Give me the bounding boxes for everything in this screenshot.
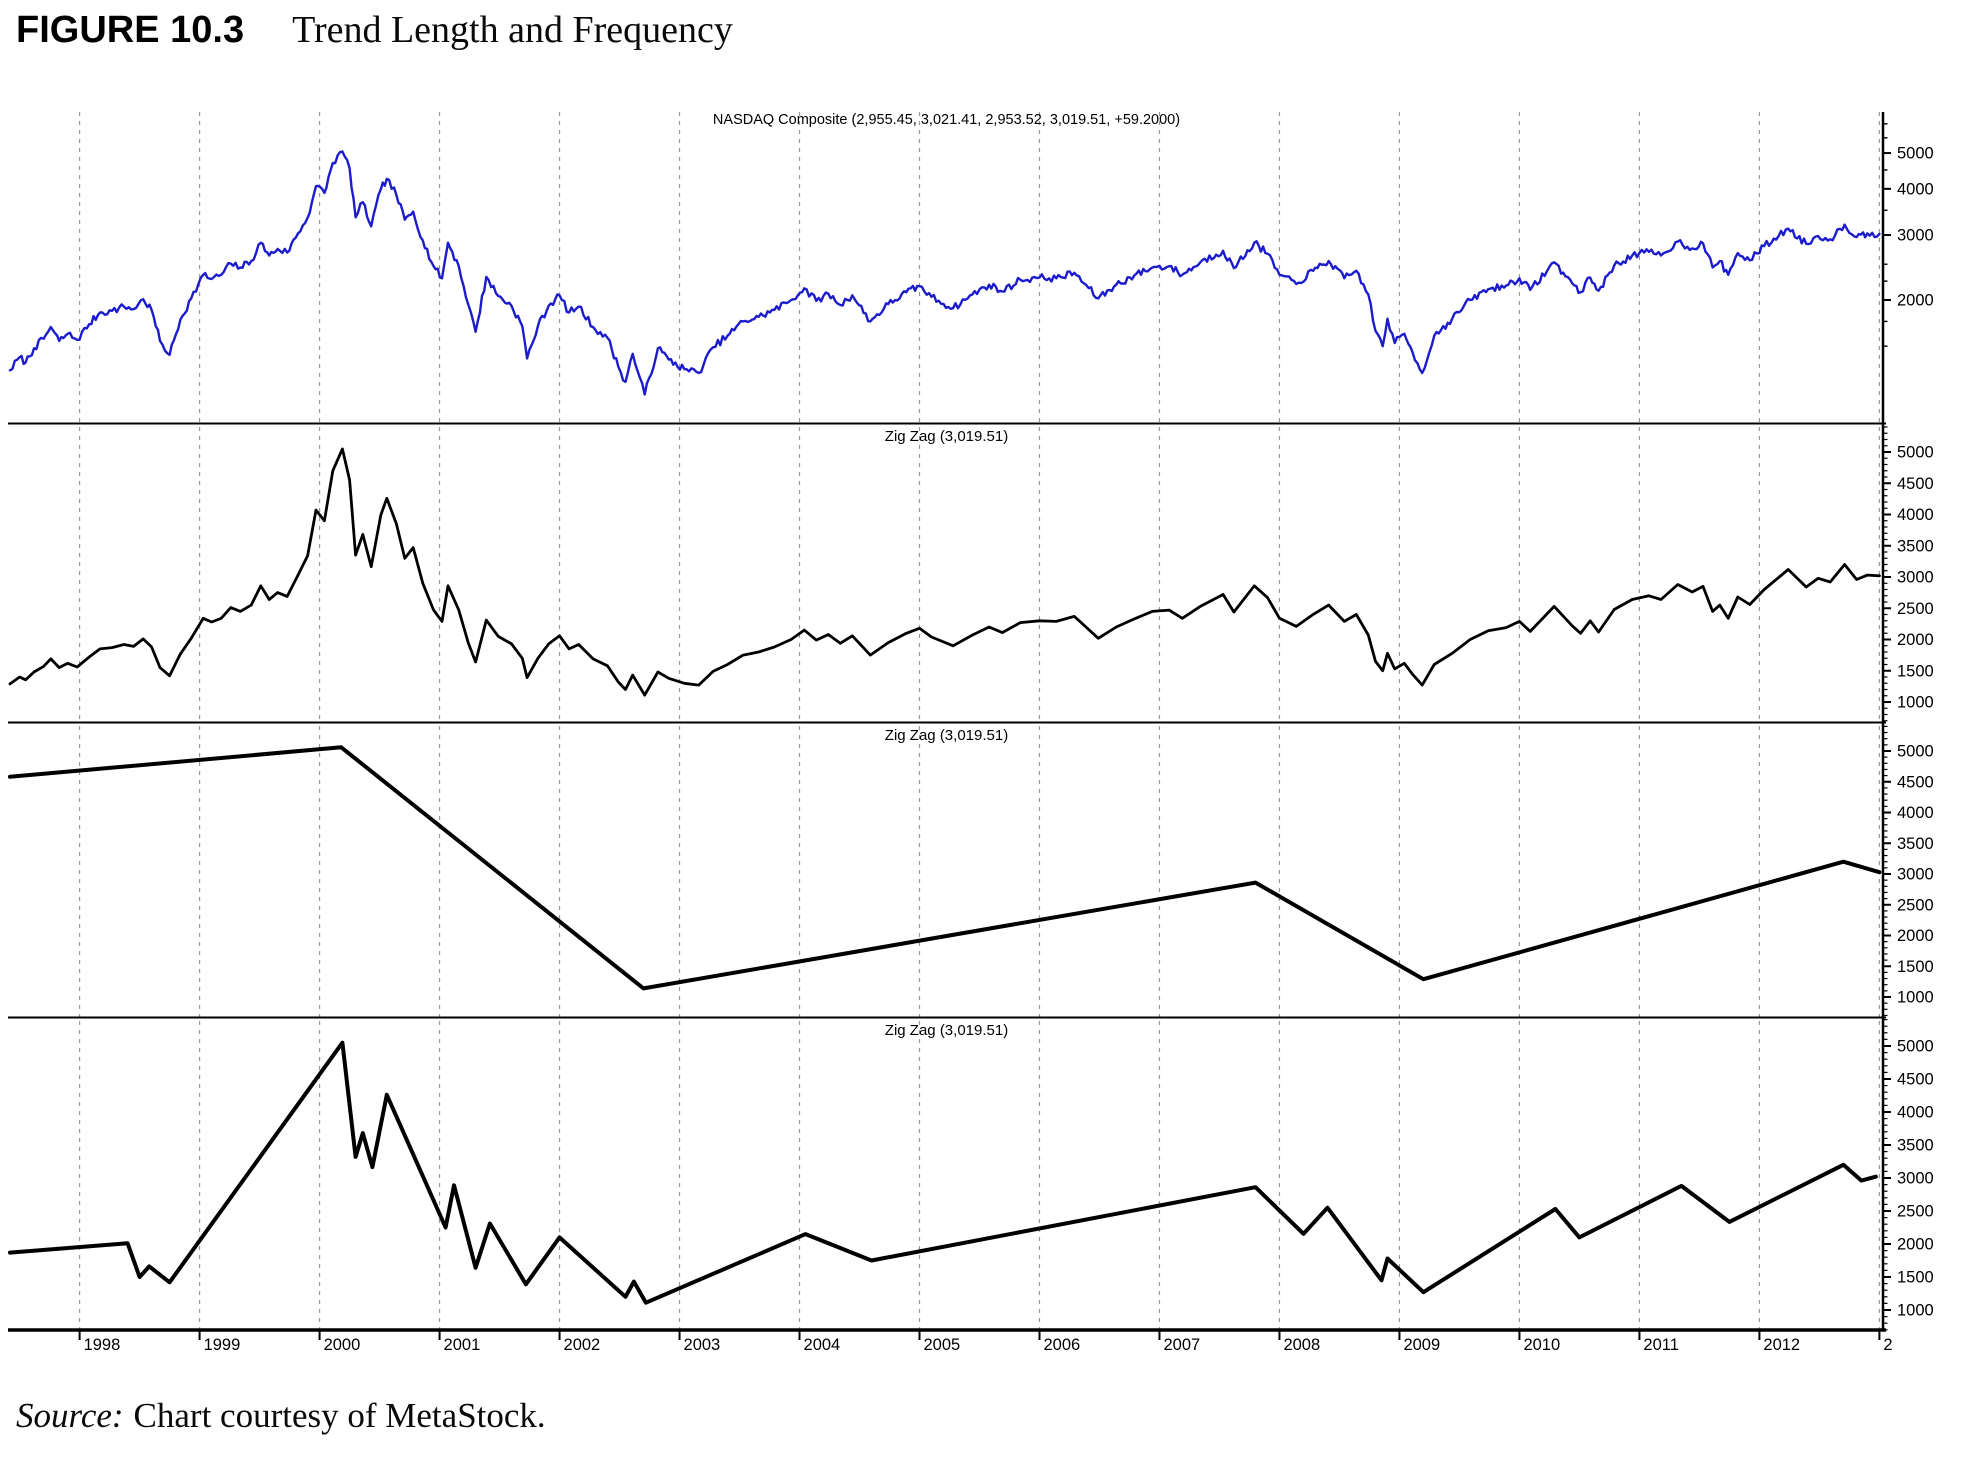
source-caption: Source: Chart courtesy of MetaStock. [16,1396,546,1436]
y-tick-label: 2500 [1897,1202,1934,1220]
panel-nasdaq-composite: 2000 3000 4000 5000 NASDAQ Composite (2,955.… [8,112,1934,423]
x-tick-label: 2 [1883,1336,1892,1354]
figure-title: Trend Length and Frequency [292,9,733,51]
series-line [8,1040,1878,1305]
x-tick-label: 2007 [1163,1336,1200,1354]
panel-title: Zig Zag (3,019.51) [885,428,1008,445]
y-tick-label: 1500 [1897,1269,1934,1287]
panel-title: NASDAQ Composite (2,955.45, 3,021.41, 2,… [713,112,1180,128]
source-text: Chart courtesy of MetaStock. [133,1396,546,1435]
y-axis-ticks: 1000 1500 2000 2500 3000 3500 4000 4500 5000 [1883,1018,1934,1331]
x-tick-label: 2009 [1403,1336,1440,1354]
x-tick-label: 2003 [684,1336,721,1354]
panel-zigzag-1: 1000 1500 2000 2500 3000 3500 4000 4500 5000 Zig … [8,426,1934,722]
panel-zigzag-2: 1000 1500 2000 2500 3000 3500 4000 4500 5000 Zig … [8,725,1934,1017]
y-axis-ticks: 1000 1500 2000 2500 3000 3500 4000 4500 5000 [1883,426,1934,722]
y-tick-label: 4000 [1897,804,1934,822]
y-tick-label: 5000 [1897,1037,1934,1055]
x-tick-label: 2004 [804,1336,841,1354]
y-tick-label: 1000 [1897,989,1934,1007]
y-tick-label: 3000 [1897,569,1934,587]
x-tick-label: 2011 [1643,1336,1678,1354]
y-tick-label: 3000 [1897,866,1934,884]
year-gridlines [78,726,1881,1017]
panel-separators [8,422,1886,1019]
y-tick-label: 3500 [1897,835,1934,853]
source-prefix: Source: [16,1396,124,1435]
y-tick-label: 5000 [1897,444,1934,462]
y-tick-label: 4500 [1897,773,1934,791]
y-tick-label: 2000 [1897,631,1934,649]
x-tick-label: 2005 [924,1336,961,1354]
figure-heading: FIGURE 10.3 Trend Length and Frequency [16,8,733,52]
y-tick-label: 5000 [1897,145,1934,163]
y-tick-label: 2000 [1897,292,1934,310]
y-tick-label: 5000 [1897,742,1934,760]
y-tick-label: 3000 [1897,1169,1934,1187]
x-tick-label: 1999 [204,1336,241,1354]
x-tick-label: 2000 [324,1336,361,1354]
panel-title: Zig Zag (3,019.51) [885,1022,1008,1039]
x-tick-label: 2002 [564,1336,601,1354]
y-tick-label: 3500 [1897,537,1934,555]
x-axis: 1998 1999 2000 2001 2002 2003 2004 2005 2006 2007… [8,1328,1893,1354]
y-tick-label: 4000 [1897,506,1934,524]
y-axis-ticks: 1000 1500 2000 2500 3000 3500 4000 4500 5000 [1883,725,1934,1017]
y-tick-label: 2500 [1897,600,1934,618]
y-tick-label: 1000 [1897,694,1934,712]
panel-title: Zig Zag (3,019.51) [885,727,1008,744]
y-tick-label: 4500 [1897,1070,1934,1088]
series-line [8,150,1881,396]
y-tick-label: 2000 [1897,1235,1934,1253]
y-tick-label: 1500 [1897,958,1934,976]
y-tick-label: 1500 [1897,662,1934,680]
year-gridlines [78,112,1881,423]
y-tick-label: 4500 [1897,475,1934,493]
x-tick-label: 2006 [1043,1336,1080,1354]
y-axis-ticks: 2000 3000 4000 5000 [1883,123,1934,347]
x-tick-label: 2008 [1283,1336,1320,1354]
year-gridlines [78,427,1881,722]
x-tick-label: 1998 [84,1336,121,1354]
y-tick-label: 4000 [1897,180,1934,198]
y-tick-label: 2500 [1897,896,1934,914]
figure-label: FIGURE 10.3 [16,9,245,51]
panel-zigzag-3: 1000 1500 2000 2500 3000 3500 4000 4500 5000 Zig … [8,1018,1934,1331]
x-tick-label: 2001 [444,1336,481,1354]
y-tick-label: 3500 [1897,1136,1934,1154]
y-tick-label: 1000 [1897,1302,1934,1320]
y-tick-label: 4000 [1897,1103,1934,1121]
x-tick-label: 2012 [1763,1336,1800,1354]
y-tick-label: 2000 [1897,927,1934,945]
y-tick-label: 3000 [1897,226,1934,244]
series-line [8,745,1882,991]
x-tick-label: 2010 [1523,1336,1560,1354]
year-gridlines [78,1021,1881,1330]
series-line [8,447,1881,697]
